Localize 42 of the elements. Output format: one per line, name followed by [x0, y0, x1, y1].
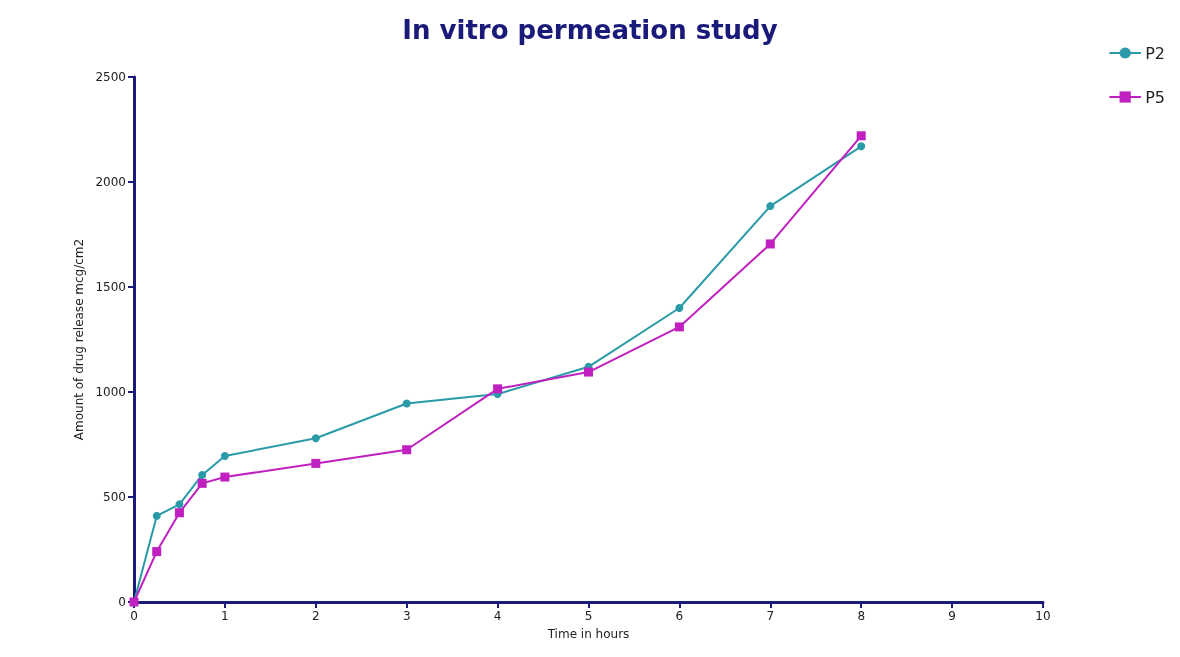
point [220, 452, 229, 461]
point [175, 500, 184, 509]
x-tick-label: 0 [130, 609, 138, 623]
x-tick-label: 9 [948, 609, 956, 623]
legend-label: P2 [1145, 43, 1165, 63]
y-tick-label: 1000 [95, 385, 126, 399]
legend-label: P5 [1145, 87, 1165, 107]
point [152, 547, 162, 557]
y-tick-label: 2000 [95, 175, 126, 189]
y-tick-label: 2500 [95, 70, 126, 84]
point [857, 142, 866, 151]
point [584, 367, 593, 377]
x-tick-label: 6 [675, 609, 684, 623]
point [311, 458, 321, 468]
point [198, 470, 207, 479]
x-tick-label: 8 [857, 609, 866, 623]
point [197, 478, 207, 488]
point [765, 239, 775, 249]
x-tick-label: 1 [221, 609, 229, 623]
point [493, 384, 503, 394]
x-tick-label: 10 [1035, 609, 1051, 623]
y-axis-title: Amount of drug release mcg/cm2 [71, 238, 86, 441]
point [402, 445, 412, 455]
point [220, 472, 230, 482]
x-tick-label: 3 [402, 609, 411, 623]
x-tick-label: 7 [766, 609, 775, 623]
x-tick-label: 4 [493, 609, 502, 623]
point [152, 511, 161, 520]
y-tick-label: 500 [103, 490, 126, 504]
y-tick-label: 0 [118, 595, 126, 609]
point [675, 304, 684, 312]
x-tick-label: 2 [311, 609, 320, 623]
point [174, 508, 184, 518]
point [311, 434, 320, 443]
point [402, 399, 411, 408]
x-tick-label: 5 [584, 609, 593, 623]
x-axis-title: Time in hours [546, 627, 630, 641]
point [766, 202, 775, 211]
point [856, 131, 866, 141]
chart-title: In vitro permeation study [402, 15, 778, 45]
y-tick-label: 1500 [95, 280, 126, 294]
point [674, 322, 684, 332]
